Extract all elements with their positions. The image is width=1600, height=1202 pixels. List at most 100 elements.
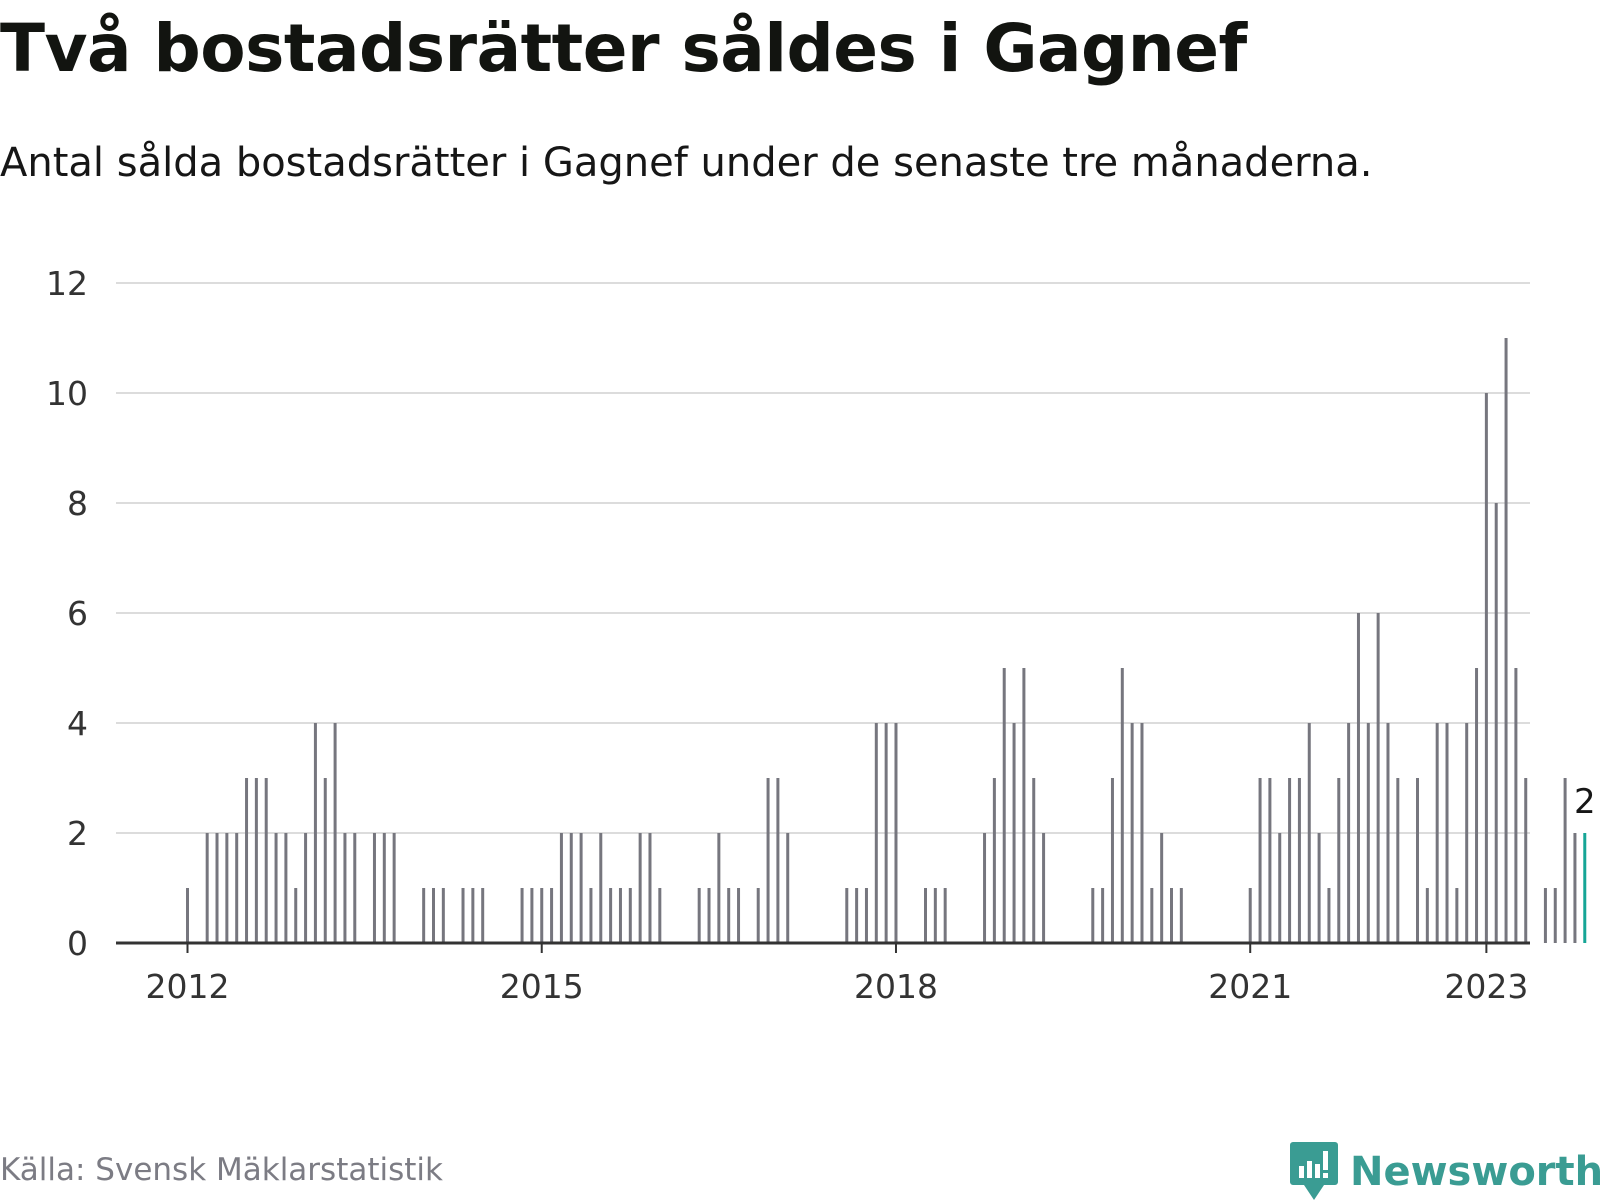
bar — [471, 888, 475, 943]
bar — [766, 778, 770, 943]
bar — [1465, 723, 1469, 943]
bar — [737, 888, 741, 943]
bar — [1553, 888, 1557, 943]
bar — [313, 723, 317, 943]
bar — [1455, 888, 1459, 943]
bar — [992, 778, 996, 943]
chart-subtitle: Antal sålda bostadsrätter i Gagnef under… — [0, 140, 1373, 186]
bar — [372, 833, 376, 943]
bar — [1366, 723, 1370, 943]
bar — [697, 888, 701, 943]
bar — [1248, 888, 1252, 943]
bar — [1337, 778, 1341, 943]
bar — [1101, 888, 1105, 943]
y-tick-label: 10 — [46, 374, 88, 413]
bar — [382, 833, 386, 943]
bar — [628, 888, 632, 943]
bar — [1475, 668, 1479, 943]
bar — [1091, 888, 1095, 943]
bar — [599, 833, 603, 943]
bar — [924, 888, 927, 943]
bar — [1288, 778, 1292, 943]
bar — [225, 833, 229, 943]
bar — [618, 888, 622, 943]
bar — [579, 833, 583, 943]
bar — [845, 888, 849, 943]
bar — [530, 888, 534, 943]
chart-title: Två bostadsrätter såldes i Gagnef — [0, 10, 1247, 87]
bar — [294, 888, 298, 943]
bar — [638, 833, 642, 943]
bar — [1524, 778, 1528, 943]
bar — [609, 888, 613, 943]
bar — [333, 723, 337, 943]
bar — [274, 833, 278, 943]
bar — [215, 833, 219, 943]
bar — [392, 833, 396, 943]
bar — [1425, 888, 1429, 943]
bar — [756, 888, 760, 943]
x-tick-label: 2023 — [1444, 967, 1528, 1006]
bar — [658, 888, 662, 943]
bar — [1573, 833, 1577, 943]
bar — [717, 833, 721, 943]
x-tick-label: 2021 — [1208, 967, 1292, 1006]
bar — [1179, 888, 1183, 943]
bar — [1484, 393, 1488, 943]
bar — [933, 888, 937, 943]
source-note: Källa: Svensk Mäklarstatistik — [0, 1152, 443, 1188]
bar — [1327, 888, 1331, 943]
bar — [1278, 833, 1282, 943]
bar — [1002, 668, 1006, 943]
bar — [776, 778, 780, 943]
bar — [589, 888, 593, 943]
bar — [864, 888, 868, 943]
bar — [727, 888, 731, 943]
bar — [648, 833, 652, 943]
bar — [1307, 723, 1311, 943]
bar — [1140, 723, 1144, 943]
x-tick-label: 2012 — [146, 967, 230, 1006]
bar — [1396, 778, 1400, 943]
bar — [1563, 778, 1567, 943]
y-tick-label: 8 — [67, 484, 88, 523]
bar — [481, 888, 485, 943]
bar — [1150, 888, 1154, 943]
bar — [1445, 723, 1449, 943]
y-tick-label: 4 — [67, 704, 88, 743]
bar — [1435, 723, 1439, 943]
bar — [205, 833, 209, 943]
bar — [855, 888, 859, 943]
bar — [1543, 888, 1547, 943]
bar — [235, 833, 239, 943]
y-tick-label: 12 — [46, 264, 88, 303]
bar — [343, 833, 347, 943]
y-axis-ticks: 0 2 4 6 8 10 12 — [46, 264, 88, 963]
bar — [1317, 833, 1321, 943]
newsworthy-logo[interactable]: Newsworthy — [1290, 1142, 1600, 1202]
bar — [1130, 723, 1134, 943]
bar — [323, 778, 327, 943]
brand-name: Newsworthy — [1350, 1149, 1600, 1195]
y-tick-label: 6 — [67, 594, 88, 633]
bar — [1170, 888, 1173, 943]
bar — [304, 833, 308, 943]
bar — [1347, 723, 1351, 943]
bar — [1022, 668, 1026, 943]
bar — [884, 723, 888, 943]
bar — [1032, 778, 1036, 943]
bar — [264, 778, 268, 943]
newsworthy-logo-icon — [1290, 1142, 1338, 1200]
bar — [786, 833, 790, 943]
bar — [559, 833, 563, 943]
bar — [461, 888, 465, 943]
bar — [245, 778, 249, 943]
bar — [1356, 613, 1360, 943]
bar — [983, 833, 987, 943]
bar — [520, 888, 524, 943]
y-tick-label: 2 — [67, 814, 88, 853]
x-axis-ticks: 2012 2015 2018 2021 2023 — [146, 943, 1528, 1006]
bar — [1160, 833, 1164, 943]
bar — [441, 888, 445, 943]
bar — [1012, 723, 1016, 943]
